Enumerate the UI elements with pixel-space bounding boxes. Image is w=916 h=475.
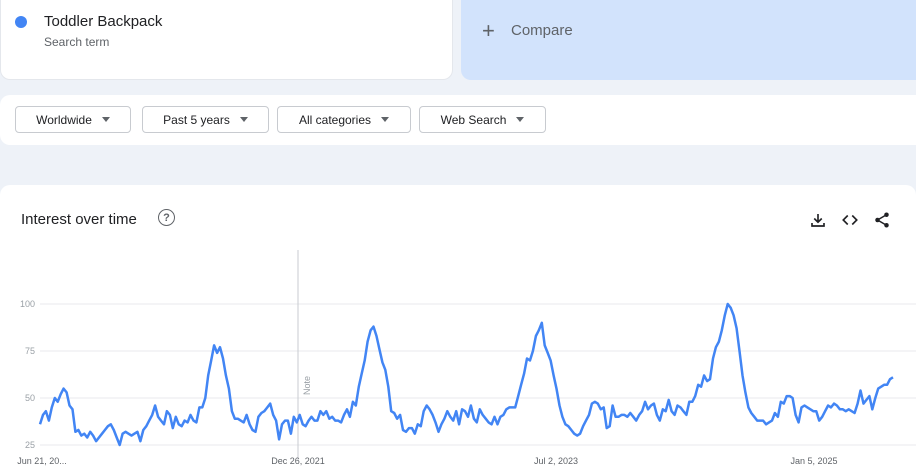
y-tick-label: 25 (25, 440, 35, 450)
search-term-card[interactable]: Toddler Backpack Search term (0, 0, 453, 80)
time-range-filter[interactable]: Past 5 years (142, 106, 269, 133)
dropdown-caret-icon (381, 117, 390, 122)
y-tick-label: 75 (25, 346, 35, 356)
compare-label: Compare (511, 22, 573, 39)
location-filter[interactable]: Worldwide (15, 106, 131, 133)
interest-line-chart: 25 50 75 100 Note Jun 21, 20... Dec 26, 2021 Ju… (17, 250, 916, 466)
interest-over-time-card: Interest over time ? 25 50 75 100 Note Jun 21… (0, 185, 916, 475)
dropdown-caret-icon (516, 117, 525, 122)
compare-button[interactable]: + Compare (461, 0, 916, 80)
category-filter-label: All categories (298, 112, 372, 127)
series-line-toddler-backpack[interactable] (38, 302, 894, 447)
share-icon[interactable] (873, 211, 891, 229)
time-range-filter-label: Past 5 years (163, 112, 230, 127)
search-term-subtitle: Search term (44, 35, 110, 49)
y-tick-label: 100 (20, 299, 35, 309)
y-tick-label: 50 (25, 393, 35, 403)
search-type-filter[interactable]: Web Search (419, 106, 546, 133)
dropdown-caret-icon (101, 117, 110, 122)
location-filter-label: Worldwide (36, 112, 92, 127)
search-term-color-dot (15, 16, 27, 28)
embed-code-icon[interactable] (841, 211, 859, 229)
question-mark-icon[interactable]: ? (158, 209, 175, 226)
note-label[interactable]: Note (302, 376, 312, 395)
x-tick-label: Dec 26, 2021 (271, 456, 325, 466)
filter-bar: Worldwide Past 5 years All categories We… (0, 95, 916, 145)
chart-panel-title: Interest over time (21, 211, 137, 228)
dropdown-caret-icon (239, 117, 248, 122)
search-term-title[interactable]: Toddler Backpack (44, 13, 163, 30)
x-tick-label: Jun 21, 20... (17, 456, 67, 466)
download-icon[interactable] (809, 211, 827, 229)
plus-icon: + (482, 18, 495, 43)
category-filter[interactable]: All categories (277, 106, 411, 133)
x-tick-label: Jan 5, 2025 (790, 456, 837, 466)
x-tick-label: Jul 2, 2023 (534, 456, 578, 466)
search-type-filter-label: Web Search (440, 112, 507, 127)
